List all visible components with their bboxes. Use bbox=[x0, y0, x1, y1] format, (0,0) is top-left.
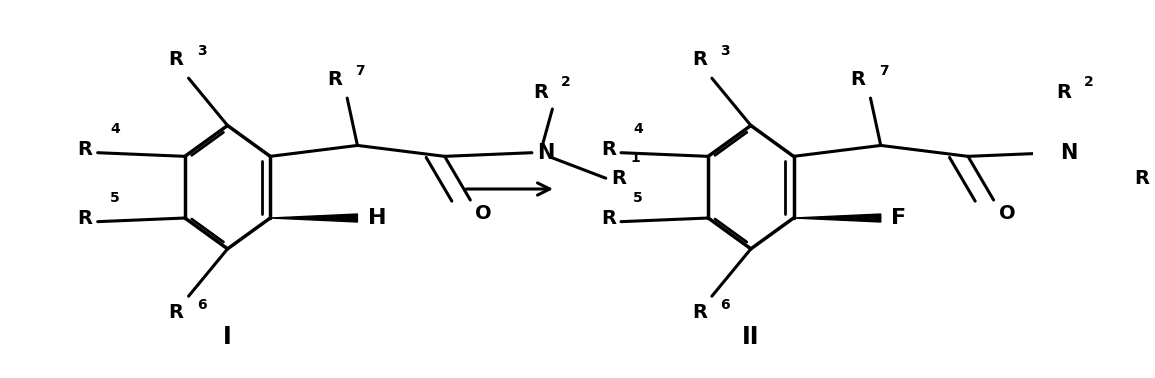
Text: I: I bbox=[223, 325, 232, 349]
Text: O: O bbox=[476, 204, 492, 223]
Text: 6: 6 bbox=[720, 298, 730, 312]
Text: H: H bbox=[367, 208, 386, 228]
Text: 1: 1 bbox=[1154, 152, 1155, 166]
Text: R: R bbox=[1057, 83, 1072, 102]
Text: 2: 2 bbox=[560, 75, 571, 89]
Text: R: R bbox=[601, 139, 616, 158]
Text: R: R bbox=[77, 139, 92, 158]
Text: 1: 1 bbox=[631, 152, 640, 166]
Text: R: R bbox=[850, 70, 865, 89]
Text: 2: 2 bbox=[1083, 75, 1094, 89]
Text: R: R bbox=[1134, 169, 1149, 188]
Text: R: R bbox=[601, 209, 616, 228]
Text: R: R bbox=[692, 50, 707, 69]
Polygon shape bbox=[793, 214, 881, 222]
Text: 3: 3 bbox=[196, 44, 207, 58]
Text: R: R bbox=[327, 70, 342, 89]
Text: II: II bbox=[743, 325, 760, 349]
Text: N: N bbox=[1060, 143, 1078, 163]
Text: 5: 5 bbox=[633, 191, 643, 205]
Text: R: R bbox=[611, 169, 626, 188]
Text: R: R bbox=[534, 83, 549, 102]
Text: R: R bbox=[169, 304, 184, 322]
Text: 3: 3 bbox=[720, 44, 730, 58]
Text: 4: 4 bbox=[110, 122, 120, 136]
Polygon shape bbox=[270, 214, 357, 222]
Text: O: O bbox=[999, 204, 1015, 223]
Text: R: R bbox=[692, 304, 707, 322]
Text: N: N bbox=[537, 143, 554, 163]
Text: 6: 6 bbox=[196, 298, 207, 312]
Text: R: R bbox=[77, 209, 92, 228]
Text: 7: 7 bbox=[356, 64, 365, 78]
Text: 7: 7 bbox=[879, 64, 888, 78]
Text: 4: 4 bbox=[633, 122, 643, 136]
Text: F: F bbox=[891, 208, 907, 228]
Text: 5: 5 bbox=[110, 191, 120, 205]
Text: R: R bbox=[169, 50, 184, 69]
